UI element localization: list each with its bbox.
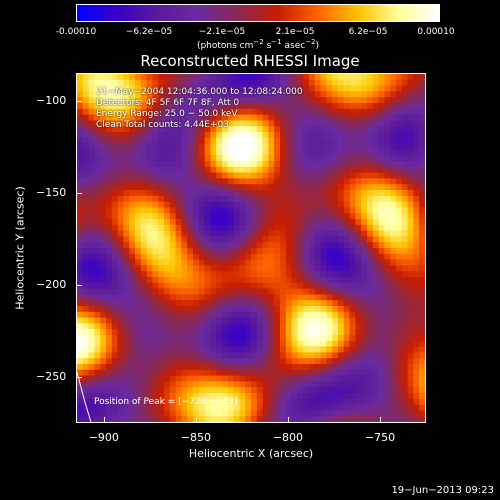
footer-timestamp: 19−Jun−2013 09:23 xyxy=(391,485,494,496)
y-tick-label: −100 xyxy=(36,93,67,107)
x-tick-label: −800 xyxy=(272,431,304,444)
x-tick-label: −850 xyxy=(180,431,211,444)
x-tick-label: −900 xyxy=(88,431,119,444)
y-tick-label: −150 xyxy=(36,185,67,199)
info-energy-range: Energy Range: 25.0 − 50.0 keV xyxy=(96,109,238,119)
colorbar-gradient xyxy=(77,5,439,21)
colorbar-tick-label: 2.1e−05 xyxy=(275,27,315,37)
rhessi-image xyxy=(77,74,425,422)
limb-line xyxy=(77,372,92,422)
plot-title: Reconstructed RHESSI Image xyxy=(140,52,360,70)
y-axis-label: Heliocentric Y (arcsec) xyxy=(13,186,27,310)
colorbar-tick-label: 0.00010 xyxy=(417,27,455,37)
info-detectors: Detectors: 4F 5F 6F 7F 8F, Att 0 xyxy=(96,98,240,108)
colorbar-tick-label: −2.1e−05 xyxy=(198,27,246,37)
colorbar-tick-label: 6.2e−05 xyxy=(348,27,388,37)
info-total-counts: Clean Total counts: 4.44E+03 xyxy=(96,120,229,130)
x-axis-label: Heliocentric X (arcsec) xyxy=(188,447,314,460)
y-tick-label: −200 xyxy=(36,277,67,291)
colorbar-unit-label: (photons cm−2 s−1 asec−2) xyxy=(196,38,320,51)
y-tick-label: −250 xyxy=(36,369,67,383)
info-time-range: 21−May−2004 12:04:36.000 to 12:08:24.000 xyxy=(96,87,303,97)
colorbar-tick-label: -0.00010 xyxy=(55,27,97,37)
colorbar xyxy=(76,4,440,22)
colorbar-tick-label: −6.2e−05 xyxy=(125,27,173,37)
peak-position: Position of Peak = [−728,−173] xyxy=(94,397,238,407)
x-tick-label: −750 xyxy=(364,431,396,444)
image-plot-area xyxy=(76,73,426,423)
